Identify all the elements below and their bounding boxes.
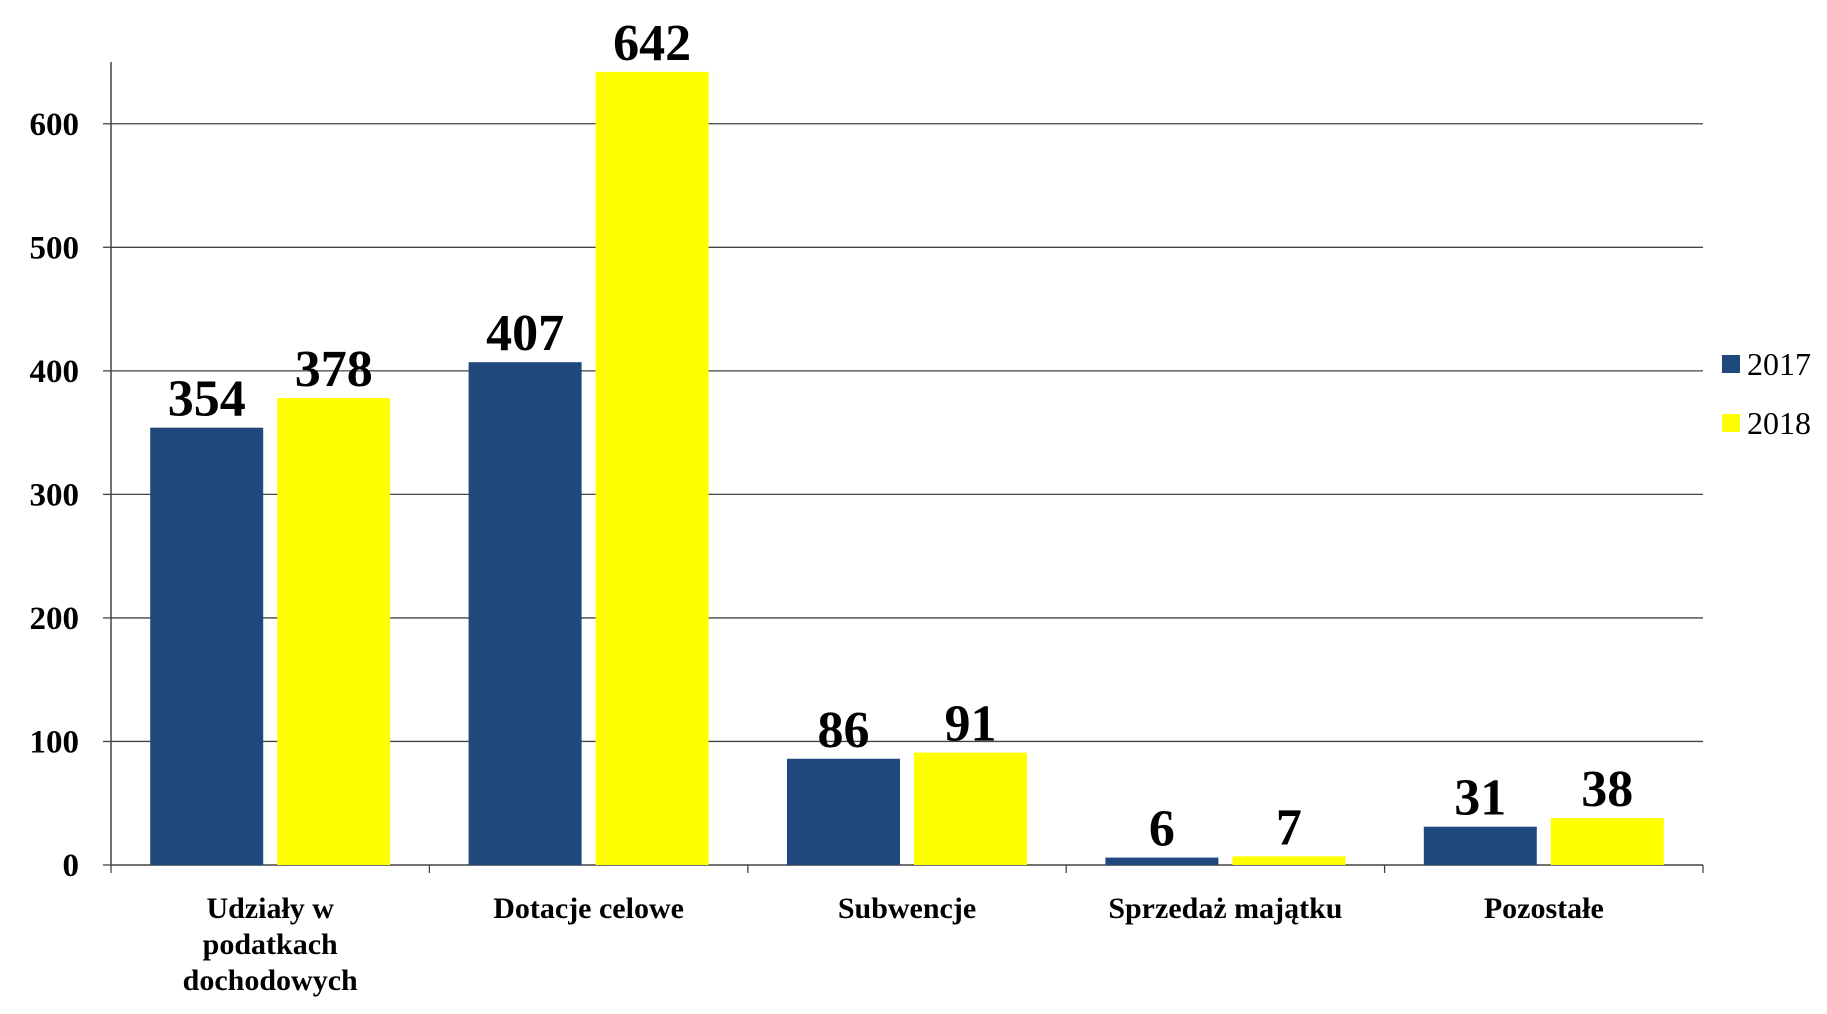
bar — [914, 752, 1027, 865]
bar — [1232, 856, 1346, 865]
legend-swatch — [1722, 355, 1740, 373]
y-tick-label: 200 — [30, 601, 80, 637]
bar — [277, 398, 391, 865]
bar — [1105, 857, 1219, 865]
data-label: 6 — [1149, 801, 1175, 858]
data-label: 378 — [295, 341, 373, 398]
data-label: 38 — [1581, 761, 1633, 818]
y-tick-label: 400 — [30, 354, 80, 390]
bar — [1550, 818, 1664, 865]
bar — [468, 362, 582, 865]
x-tick-label: Sprzedaż majątku — [1108, 892, 1343, 925]
bar — [595, 71, 709, 866]
data-label: 354 — [168, 371, 246, 428]
x-tick-label: Udziały w podatkach dochodowych — [182, 892, 358, 997]
legend-label: 2018 — [1747, 405, 1811, 441]
data-label: 642 — [613, 15, 691, 72]
data-label: 7 — [1276, 799, 1302, 856]
data-label: 86 — [818, 702, 870, 759]
x-tick-label: Subwencje — [837, 892, 977, 925]
bar — [787, 758, 900, 865]
legend-label: 2017 — [1747, 346, 1811, 382]
legend-swatch — [1722, 414, 1740, 432]
x-tick-label: Dotacje celowe — [493, 892, 684, 925]
bar — [1423, 826, 1537, 865]
data-label: 407 — [486, 305, 564, 362]
y-tick-label: 600 — [30, 107, 80, 143]
bar — [150, 427, 264, 865]
x-tick-label: Pozostałe — [1483, 892, 1604, 925]
data-label: 31 — [1454, 770, 1506, 827]
y-tick-label: 500 — [30, 230, 80, 266]
y-tick-label: 100 — [30, 724, 80, 760]
y-tick-label: 0 — [63, 848, 80, 884]
data-label: 91 — [945, 696, 997, 753]
y-tick-label: 300 — [30, 477, 80, 513]
